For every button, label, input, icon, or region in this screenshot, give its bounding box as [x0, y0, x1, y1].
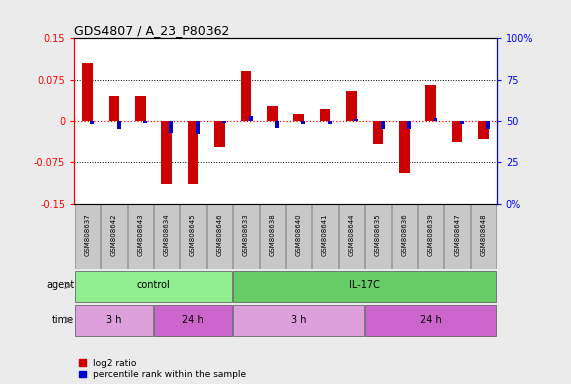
Bar	[170, 121, 174, 132]
Text: GSM808643: GSM808643	[137, 214, 143, 256]
Text: GSM808636: GSM808636	[401, 214, 407, 256]
Bar	[143, 121, 147, 122]
Bar	[301, 121, 305, 124]
Bar	[293, 114, 304, 121]
Bar	[392, 204, 417, 269]
Text: agent: agent	[46, 280, 74, 290]
Bar	[233, 204, 259, 269]
Bar	[162, 121, 172, 184]
Bar	[275, 121, 279, 127]
Bar	[188, 121, 198, 184]
Bar	[444, 204, 470, 269]
Bar	[346, 91, 357, 121]
Text: GSM808641: GSM808641	[322, 214, 328, 256]
Bar	[425, 85, 436, 121]
Bar	[460, 121, 464, 124]
Bar	[267, 106, 278, 121]
Bar	[407, 121, 411, 129]
Bar	[471, 204, 496, 269]
Bar	[354, 119, 358, 121]
Text: GSM808633: GSM808633	[243, 214, 249, 256]
Text: GSM808637: GSM808637	[85, 214, 90, 256]
Bar	[452, 121, 463, 142]
Bar	[135, 96, 146, 121]
Text: 3 h: 3 h	[106, 315, 122, 325]
Bar	[207, 204, 232, 269]
Bar	[75, 204, 100, 269]
Bar	[365, 204, 391, 269]
Bar	[418, 204, 444, 269]
Text: GSM808646: GSM808646	[216, 214, 223, 256]
Text: GSM808639: GSM808639	[428, 214, 434, 256]
Bar	[154, 305, 232, 336]
Bar	[214, 121, 225, 147]
Bar	[196, 121, 200, 134]
Bar	[75, 271, 232, 302]
Bar	[90, 121, 94, 124]
Bar	[75, 305, 153, 336]
Text: time: time	[52, 315, 74, 325]
Bar	[320, 109, 331, 121]
Text: GSM808635: GSM808635	[375, 214, 381, 256]
Bar	[180, 204, 206, 269]
Bar	[365, 305, 496, 336]
Bar	[116, 121, 120, 129]
Bar	[222, 121, 226, 122]
Text: GSM808647: GSM808647	[454, 214, 460, 256]
Text: 24 h: 24 h	[420, 315, 441, 325]
Bar	[108, 96, 119, 121]
Text: GSM808638: GSM808638	[270, 214, 275, 256]
Text: IL-17C: IL-17C	[349, 280, 380, 290]
Bar	[248, 116, 252, 121]
Bar	[312, 204, 338, 269]
Bar	[82, 63, 93, 121]
Text: GSM808644: GSM808644	[348, 214, 355, 256]
Legend: log2 ratio, percentile rank within the sample: log2 ratio, percentile rank within the s…	[79, 359, 246, 379]
Bar	[127, 204, 153, 269]
Text: 3 h: 3 h	[291, 315, 307, 325]
Bar	[433, 118, 437, 121]
Bar	[154, 204, 179, 269]
Text: GSM808648: GSM808648	[481, 214, 486, 256]
Text: GSM808634: GSM808634	[164, 214, 170, 256]
Bar	[233, 271, 496, 302]
Text: GDS4807 / A_23_P80362: GDS4807 / A_23_P80362	[74, 24, 230, 37]
Text: control: control	[136, 280, 170, 290]
Bar	[286, 204, 311, 269]
Bar	[328, 121, 332, 124]
Bar	[240, 71, 251, 121]
Text: GSM808645: GSM808645	[190, 214, 196, 256]
Bar	[399, 121, 409, 173]
Text: GSM808642: GSM808642	[111, 214, 117, 256]
Text: GSM808640: GSM808640	[296, 214, 301, 256]
Bar	[478, 121, 489, 139]
Bar	[233, 305, 364, 336]
Bar	[101, 204, 127, 269]
Bar	[260, 204, 285, 269]
Bar	[486, 121, 490, 129]
Bar	[373, 121, 383, 144]
Bar	[339, 204, 364, 269]
Bar	[381, 121, 385, 129]
Text: 24 h: 24 h	[182, 315, 204, 325]
